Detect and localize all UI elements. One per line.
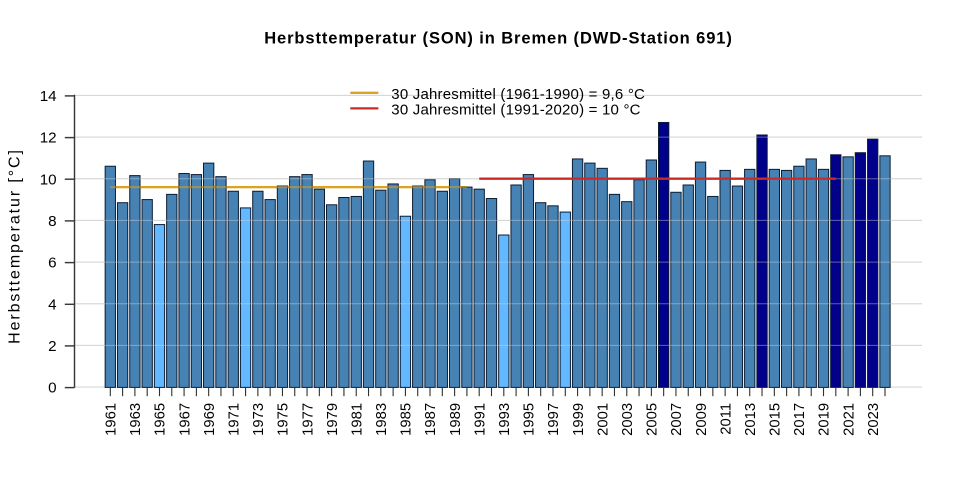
svg-text:1991: 1991 <box>472 403 488 436</box>
svg-text:2003: 2003 <box>620 403 636 436</box>
svg-text:2019: 2019 <box>817 403 833 436</box>
svg-text:1975: 1975 <box>276 403 292 436</box>
svg-text:1979: 1979 <box>325 403 341 436</box>
svg-text:2007: 2007 <box>669 403 685 436</box>
svg-text:14: 14 <box>40 88 57 105</box>
svg-text:1973: 1973 <box>251 403 267 436</box>
svg-text:1999: 1999 <box>571 403 587 436</box>
svg-text:1989: 1989 <box>448 403 464 436</box>
svg-text:1995: 1995 <box>522 403 538 436</box>
svg-text:Herbsttemperatur [°C]: Herbsttemperatur [°C] <box>7 148 24 344</box>
svg-text:Herbsttemperatur (SON) in Brem: Herbsttemperatur (SON) in Bremen (DWD-St… <box>264 29 733 47</box>
svg-text:2011: 2011 <box>718 403 734 435</box>
svg-text:1961: 1961 <box>104 403 120 436</box>
svg-text:8: 8 <box>48 213 56 230</box>
svg-text:4: 4 <box>48 296 56 313</box>
svg-text:2005: 2005 <box>645 403 661 436</box>
svg-text:2013: 2013 <box>743 403 759 436</box>
svg-text:1993: 1993 <box>497 403 513 436</box>
svg-text:2009: 2009 <box>694 403 710 436</box>
svg-text:1971: 1971 <box>226 403 242 436</box>
svg-text:6: 6 <box>48 255 56 272</box>
svg-text:1985: 1985 <box>399 403 415 436</box>
svg-text:1967: 1967 <box>177 403 193 436</box>
svg-text:30 Jahresmittel (1991-2020) =: 30 Jahresmittel (1991-2020) = 10 °C <box>391 102 640 119</box>
svg-text:1963: 1963 <box>128 403 144 436</box>
svg-text:2001: 2001 <box>595 403 611 436</box>
svg-text:2023: 2023 <box>866 403 882 436</box>
svg-text:0: 0 <box>48 380 56 397</box>
svg-text:2021: 2021 <box>841 403 857 436</box>
svg-text:1977: 1977 <box>300 403 316 436</box>
svg-text:2: 2 <box>48 338 56 355</box>
svg-text:2017: 2017 <box>792 403 808 436</box>
svg-text:1965: 1965 <box>153 403 169 436</box>
svg-text:1983: 1983 <box>374 403 390 436</box>
svg-text:30 Jahresmittel (1961-1990) =: 30 Jahresmittel (1961-1990) = 9,6 °C <box>391 86 645 103</box>
svg-text:1987: 1987 <box>423 403 439 436</box>
svg-text:1969: 1969 <box>202 403 218 436</box>
svg-text:12: 12 <box>40 130 57 147</box>
svg-text:10: 10 <box>40 171 57 188</box>
svg-text:1997: 1997 <box>546 403 562 436</box>
svg-text:1981: 1981 <box>349 403 365 436</box>
svg-text:2015: 2015 <box>768 403 784 436</box>
